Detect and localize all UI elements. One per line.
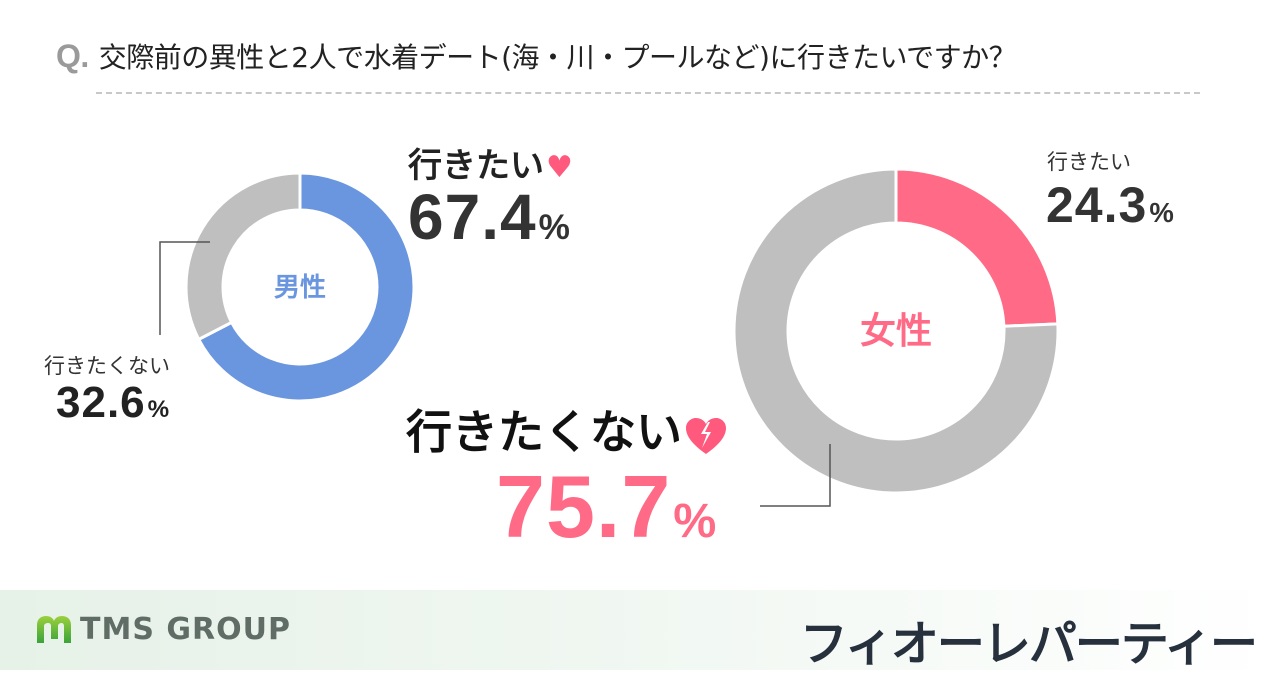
male-no-leader-line (159, 241, 210, 335)
male-yes-label: 行きたい (408, 146, 544, 186)
broken-heart-icon (686, 417, 726, 454)
female-no-value: 75.7% (496, 456, 717, 558)
male-yes-value: 67.4% (408, 180, 571, 254)
male-yes-number: 67.4 (408, 181, 537, 253)
donut-segment (184, 171, 302, 342)
female-no-label-group: 行きたくない (406, 396, 728, 462)
male-no-value: 32.6% (56, 378, 170, 428)
male-no-number: 32.6 (56, 378, 146, 427)
question-text: 交際前の異性と2人で水着デート(海・川・プールなど)に行きたいですか？ (98, 41, 1017, 74)
dashed-divider (96, 92, 1200, 94)
male-donut-chart (184, 171, 416, 403)
female-no-number: 75.7 (496, 457, 672, 556)
tms-group-text: TMS GROUP (80, 612, 291, 647)
question-title: Q. 交際前の異性と2人で水着デート(海・川・プールなど)に行きたいですか？ (56, 36, 1017, 76)
male-center-label: 男性 (274, 273, 326, 303)
female-no-unit: % (673, 494, 718, 548)
donut-segment (196, 171, 416, 403)
heart-icon: ♥ (546, 150, 573, 185)
donut-segment (732, 167, 1060, 495)
male-yes-label-group: 行きたい♥ (408, 138, 573, 187)
female-yes-label: 行きたい (1047, 150, 1131, 174)
female-no-label: 行きたくない (406, 405, 682, 459)
tms-group-logo: TMS GROUP (34, 612, 291, 647)
male-no-unit: % (147, 396, 171, 423)
tms-m-icon (37, 615, 71, 643)
male-yes-unit: % (538, 208, 571, 247)
female-yes-value: 24.3% (1046, 176, 1175, 234)
female-no-leader-line (760, 444, 831, 507)
question-mark: Q. (56, 38, 89, 74)
female-center-label: 女性 (860, 311, 932, 352)
female-donut-chart (732, 167, 1060, 495)
male-no-label: 行きたくない (44, 354, 170, 378)
female-yes-unit: % (1149, 197, 1175, 228)
donut-segment (894, 167, 1060, 328)
female-yes-number: 24.3 (1046, 177, 1148, 233)
footer-band (0, 590, 1280, 670)
fiore-party-brand: フィオーレパーティー (799, 616, 1258, 672)
